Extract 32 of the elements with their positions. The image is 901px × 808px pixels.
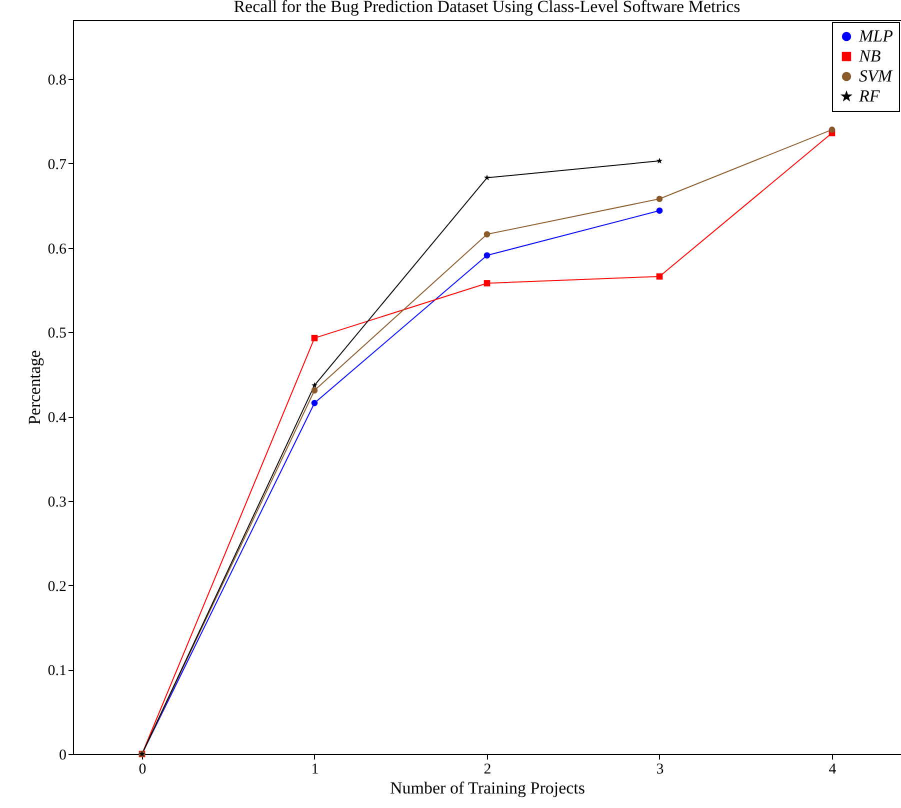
y-axis-title: Percentage [24,350,44,425]
y-tick-label: 0.6 [48,241,67,258]
point [311,387,318,394]
y-tick-label: 0.7 [48,156,67,173]
point [484,231,490,238]
x-tick-label: 4 [828,762,837,778]
point [484,280,490,286]
point [311,334,318,342]
point [656,273,663,280]
y-tick-label: 0.4 [48,410,67,426]
legend-label: MLP [858,26,893,46]
legend-label: SVM [859,66,893,86]
y-tick-label: 0.3 [48,494,66,510]
y-tick-label: 0.1 [48,663,66,680]
x-axis-title: Number of Training Projects [390,778,586,798]
x-tick-label: 0 [138,762,146,778]
y-tick-label: 0.2 [48,578,66,595]
y-tick-label: 0 [59,748,66,764]
point [828,126,836,133]
x-tick-label: 1 [311,762,319,778]
point [656,158,663,164]
y-tick-label: 0.8 [48,72,66,89]
x-tick-label: 3 [656,762,664,778]
point [484,252,490,259]
point [311,400,318,406]
x-tick-label: 2 [484,762,492,778]
legend-label: NB [858,46,882,66]
chart-title: Recall for the Bug Prediction Dataset Using Class-Level Software Metrics [234,0,740,16]
y-tick-label: 0.5 [48,326,66,342]
point [656,196,663,202]
legend-label: RF [858,86,880,106]
point [656,208,663,214]
